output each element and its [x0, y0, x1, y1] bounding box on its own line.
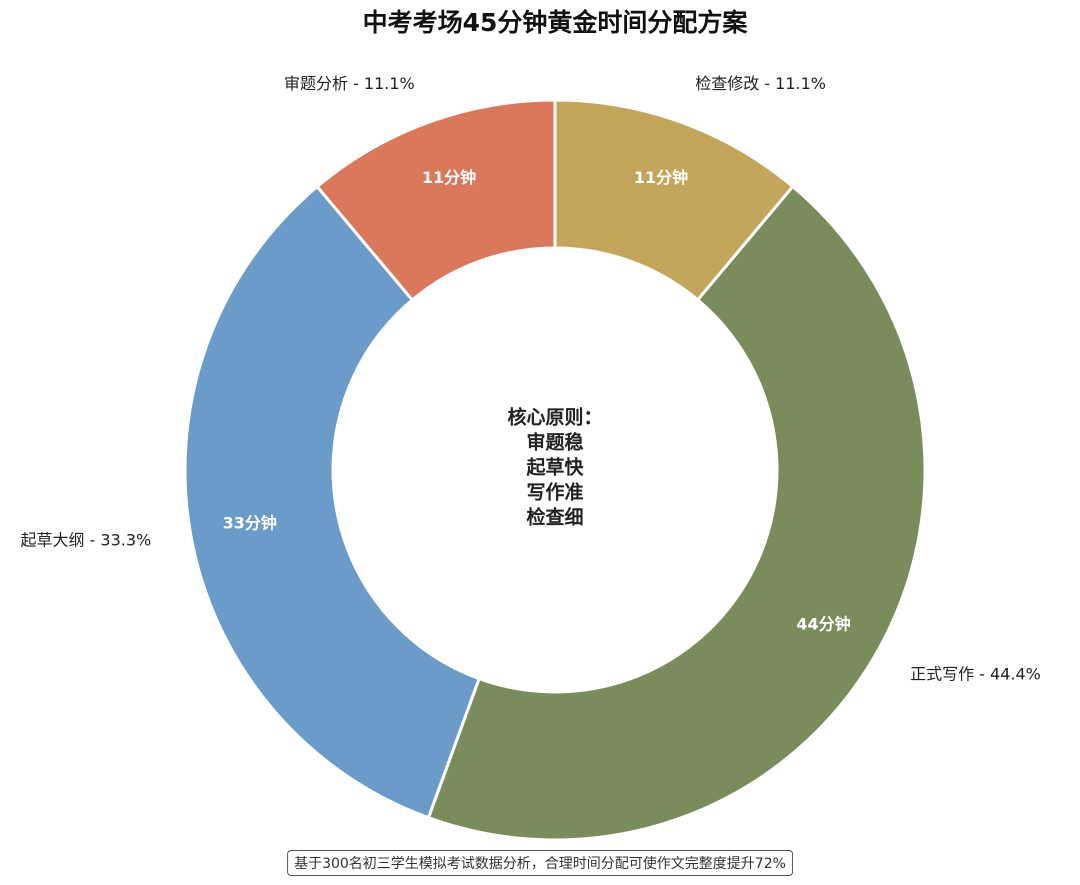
- value-label: 11分钟: [422, 168, 476, 187]
- center-text: 起草快: [525, 456, 584, 479]
- center-text: 核心原则：: [507, 406, 602, 429]
- donut-segment: [315, 98, 557, 303]
- footnote: 基于300名初三学生模拟考试数据分析，合理时间分配可使作文完整度提升72%: [287, 850, 793, 876]
- segment-label: 正式写作 - 44.4%: [910, 665, 1041, 684]
- value-label: 33分钟: [223, 513, 277, 532]
- center-text: 写作准: [526, 481, 583, 504]
- value-label: 44分钟: [796, 615, 850, 634]
- segment-label: 起草大纲 - 33.3%: [20, 531, 151, 550]
- donut-segment: [426, 184, 927, 842]
- center-text: 检查细: [526, 506, 583, 529]
- value-label: 11分钟: [634, 168, 688, 187]
- center-text: 审题稳: [526, 431, 583, 454]
- donut-segment: [183, 184, 481, 820]
- segment-label: 检查修改 - 11.1%: [695, 74, 826, 93]
- segment-label: 审题分析 - 11.1%: [284, 74, 415, 93]
- chart-title: 中考考场45分钟黄金时间分配方案: [363, 8, 749, 37]
